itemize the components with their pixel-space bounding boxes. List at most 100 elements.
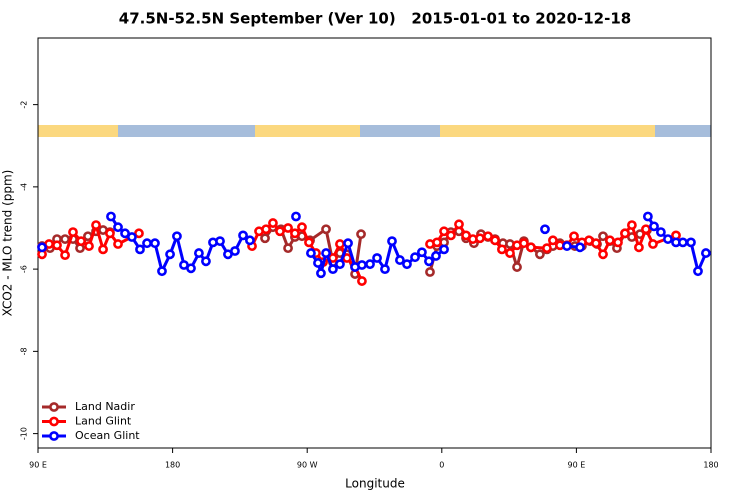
data-point bbox=[548, 235, 558, 246]
x-tick-label: 90 E bbox=[568, 461, 586, 470]
data-point bbox=[313, 258, 323, 268]
data-point bbox=[535, 249, 545, 260]
data-point bbox=[439, 244, 449, 255]
data-point bbox=[283, 243, 293, 254]
data-point bbox=[431, 251, 441, 261]
x-tick-label: 90 E bbox=[29, 461, 47, 470]
data-point bbox=[634, 242, 644, 253]
data-point bbox=[150, 238, 160, 249]
data-point bbox=[490, 235, 500, 246]
legend-label: Land Glint bbox=[75, 415, 132, 428]
data-point bbox=[52, 240, 62, 251]
data-point bbox=[201, 256, 211, 267]
data-point bbox=[569, 231, 579, 242]
data-point bbox=[321, 224, 331, 235]
data-point bbox=[290, 228, 300, 239]
data-point bbox=[297, 222, 307, 233]
y-tick-label: -4 bbox=[20, 183, 29, 191]
data-point bbox=[410, 252, 420, 263]
data-point bbox=[283, 223, 293, 233]
data-point bbox=[380, 264, 390, 275]
data-point bbox=[365, 259, 375, 270]
data-point bbox=[113, 222, 123, 233]
data-point bbox=[60, 234, 70, 244]
land-band bbox=[255, 125, 360, 137]
data-point bbox=[540, 224, 550, 235]
data-point bbox=[605, 235, 615, 246]
data-point bbox=[620, 228, 630, 239]
data-point bbox=[172, 231, 182, 242]
data-point bbox=[591, 238, 601, 249]
data-point bbox=[432, 237, 442, 248]
x-tick-label: 180 bbox=[703, 461, 718, 470]
data-point bbox=[512, 262, 522, 272]
data-point bbox=[60, 250, 70, 261]
chart-title: 47.5N-52.5N September (Ver 10) 2015-01-0… bbox=[119, 10, 631, 28]
x-tick-label: 0 bbox=[439, 461, 444, 470]
data-point bbox=[387, 236, 397, 247]
data-point bbox=[641, 224, 651, 235]
data-point bbox=[626, 220, 637, 231]
x-tick-label: 180 bbox=[165, 461, 180, 470]
data-point bbox=[542, 243, 552, 254]
data-point bbox=[693, 266, 703, 277]
land-band bbox=[38, 125, 118, 137]
data-point bbox=[425, 267, 435, 277]
data-point bbox=[245, 235, 255, 246]
x-tick-label: 90 W bbox=[297, 461, 318, 470]
data-point bbox=[142, 238, 152, 249]
data-point bbox=[260, 233, 270, 244]
plot-frame bbox=[37, 37, 712, 449]
y-axis-label: XCO2 - MLO trend (ppm) bbox=[1, 170, 15, 317]
data-point bbox=[649, 221, 659, 232]
data-point bbox=[648, 239, 658, 249]
data-point bbox=[194, 248, 204, 258]
data-point bbox=[127, 232, 137, 242]
data-point bbox=[91, 220, 101, 231]
data-point bbox=[230, 246, 240, 256]
data-point bbox=[562, 241, 572, 251]
data-point bbox=[677, 237, 688, 248]
y-tick-label: -10 bbox=[20, 427, 29, 440]
data-point bbox=[328, 264, 338, 275]
y-tick-label: -8 bbox=[20, 347, 29, 355]
legend-marker bbox=[49, 416, 59, 427]
data-point bbox=[261, 224, 271, 235]
data-point bbox=[157, 266, 167, 277]
data-point bbox=[335, 259, 345, 270]
data-point bbox=[105, 228, 115, 239]
data-point bbox=[454, 219, 464, 230]
data-point bbox=[505, 248, 515, 258]
data-point bbox=[475, 233, 485, 244]
data-point bbox=[357, 276, 367, 286]
data-point bbox=[304, 237, 314, 248]
data-point bbox=[135, 244, 145, 255]
data-point bbox=[424, 256, 434, 267]
data-point bbox=[461, 230, 471, 241]
y-tick-label: -2 bbox=[20, 101, 29, 109]
legend-marker bbox=[49, 431, 59, 441]
data-point bbox=[701, 248, 711, 258]
data-point bbox=[215, 236, 225, 247]
data-point bbox=[165, 249, 175, 260]
data-point bbox=[343, 238, 353, 249]
series bbox=[37, 211, 711, 279]
data-point bbox=[316, 268, 326, 279]
x-axis-label: Longitude bbox=[345, 477, 405, 491]
data-point bbox=[106, 211, 116, 222]
data-point bbox=[372, 253, 382, 263]
data-point bbox=[483, 231, 493, 242]
series bbox=[37, 218, 681, 286]
data-point bbox=[655, 227, 666, 238]
data-point bbox=[598, 231, 608, 242]
data-point bbox=[291, 211, 301, 222]
legend-marker bbox=[49, 402, 59, 412]
data-point bbox=[98, 244, 108, 255]
data-point bbox=[306, 248, 316, 258]
data-point bbox=[417, 247, 427, 258]
data-point bbox=[446, 230, 456, 241]
data-point bbox=[268, 218, 278, 228]
data-point bbox=[526, 242, 536, 253]
